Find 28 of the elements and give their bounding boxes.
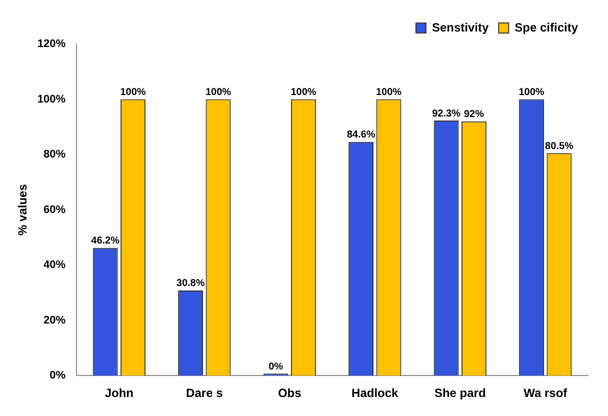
y-tick-label: 80% <box>44 148 66 161</box>
data-label: 30.8% <box>176 278 205 290</box>
data-label: 100% <box>290 87 316 98</box>
legend-label: Spe cificity <box>514 20 578 34</box>
data-label: 80.5% <box>545 140 574 152</box>
data-label: 92% <box>464 109 484 120</box>
legend-label: Senstivity <box>432 20 489 34</box>
y-tick-label: 120% <box>37 38 66 50</box>
y-tick-label: 20% <box>44 314 66 326</box>
y-tick-label: 60% <box>44 204 66 216</box>
data-label: 0% <box>268 361 284 372</box>
y-tick-label: 40% <box>44 259 66 272</box>
x-tick-label: Dare s <box>186 386 224 400</box>
x-tick-label: She pard <box>434 386 486 400</box>
data-label: 100% <box>205 87 232 98</box>
data-label: 46.2% <box>91 236 120 247</box>
data-label: 100% <box>120 87 146 98</box>
data-label: 84.6% <box>346 130 376 141</box>
x-tick-label: Obs <box>278 386 302 400</box>
data-label: 100% <box>376 87 402 98</box>
x-tick-label: Hadlock <box>352 386 399 400</box>
x-tick-label: John <box>104 386 134 400</box>
y-tick-label: 0% <box>50 370 66 382</box>
data-label: 92.3% <box>432 108 461 120</box>
y-tick-label: 100% <box>37 93 66 106</box>
y-axis-title: % values <box>16 184 30 236</box>
x-tick-label: Wa rsof <box>524 386 568 400</box>
data-label: 100% <box>518 87 544 98</box>
